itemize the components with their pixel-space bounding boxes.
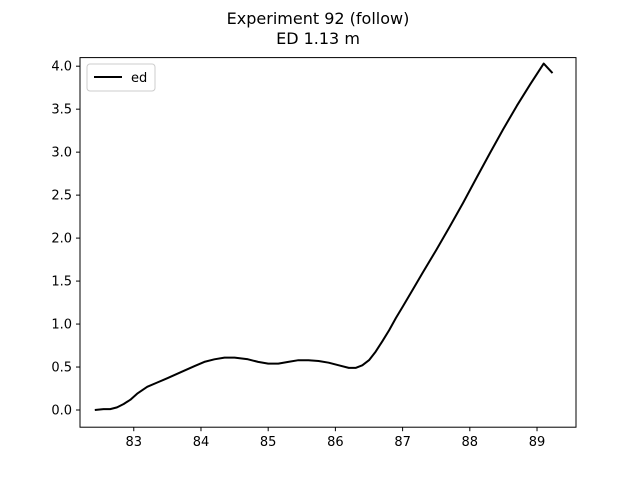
- y-tick-label-1: 0.5: [51, 361, 72, 376]
- plot-frame: [79, 57, 577, 428]
- y-tick-label-5: 2.5: [51, 189, 72, 204]
- y-tick-label-8: 4.0: [51, 60, 72, 75]
- x-tick-label-2: 85: [260, 435, 277, 450]
- y-tick-label-3: 1.5: [51, 275, 72, 290]
- y-tick-label-6: 3.0: [51, 146, 72, 161]
- y-tick-label-4: 2.0: [51, 232, 72, 247]
- chart-title: Experiment 92 (follow): [227, 9, 410, 28]
- y-tick-label-2: 1.0: [51, 318, 72, 333]
- x-tick-label-1: 84: [193, 435, 210, 450]
- y-tick-label-7: 3.5: [51, 103, 72, 118]
- series-line-ed: [94, 62, 554, 411]
- x-tick-label-0: 83: [125, 435, 142, 450]
- x-tick-label-4: 87: [394, 435, 411, 450]
- x-tick-label-6: 89: [529, 435, 546, 450]
- x-tick-label-5: 88: [462, 435, 479, 450]
- plot-marks: 83 84 85 86 87 88 89 0.0 0.5 1.0 1.5 2.0 2.5 3.0 3.5 4.…: [51, 60, 554, 450]
- y-tick-label-0: 0.0: [51, 404, 72, 419]
- x-tick-label-3: 86: [327, 435, 344, 450]
- legend: ed: [86, 63, 156, 92]
- chart-subtitle: ED 1.13 m: [276, 29, 360, 48]
- legend-label-ed: ed: [131, 71, 147, 86]
